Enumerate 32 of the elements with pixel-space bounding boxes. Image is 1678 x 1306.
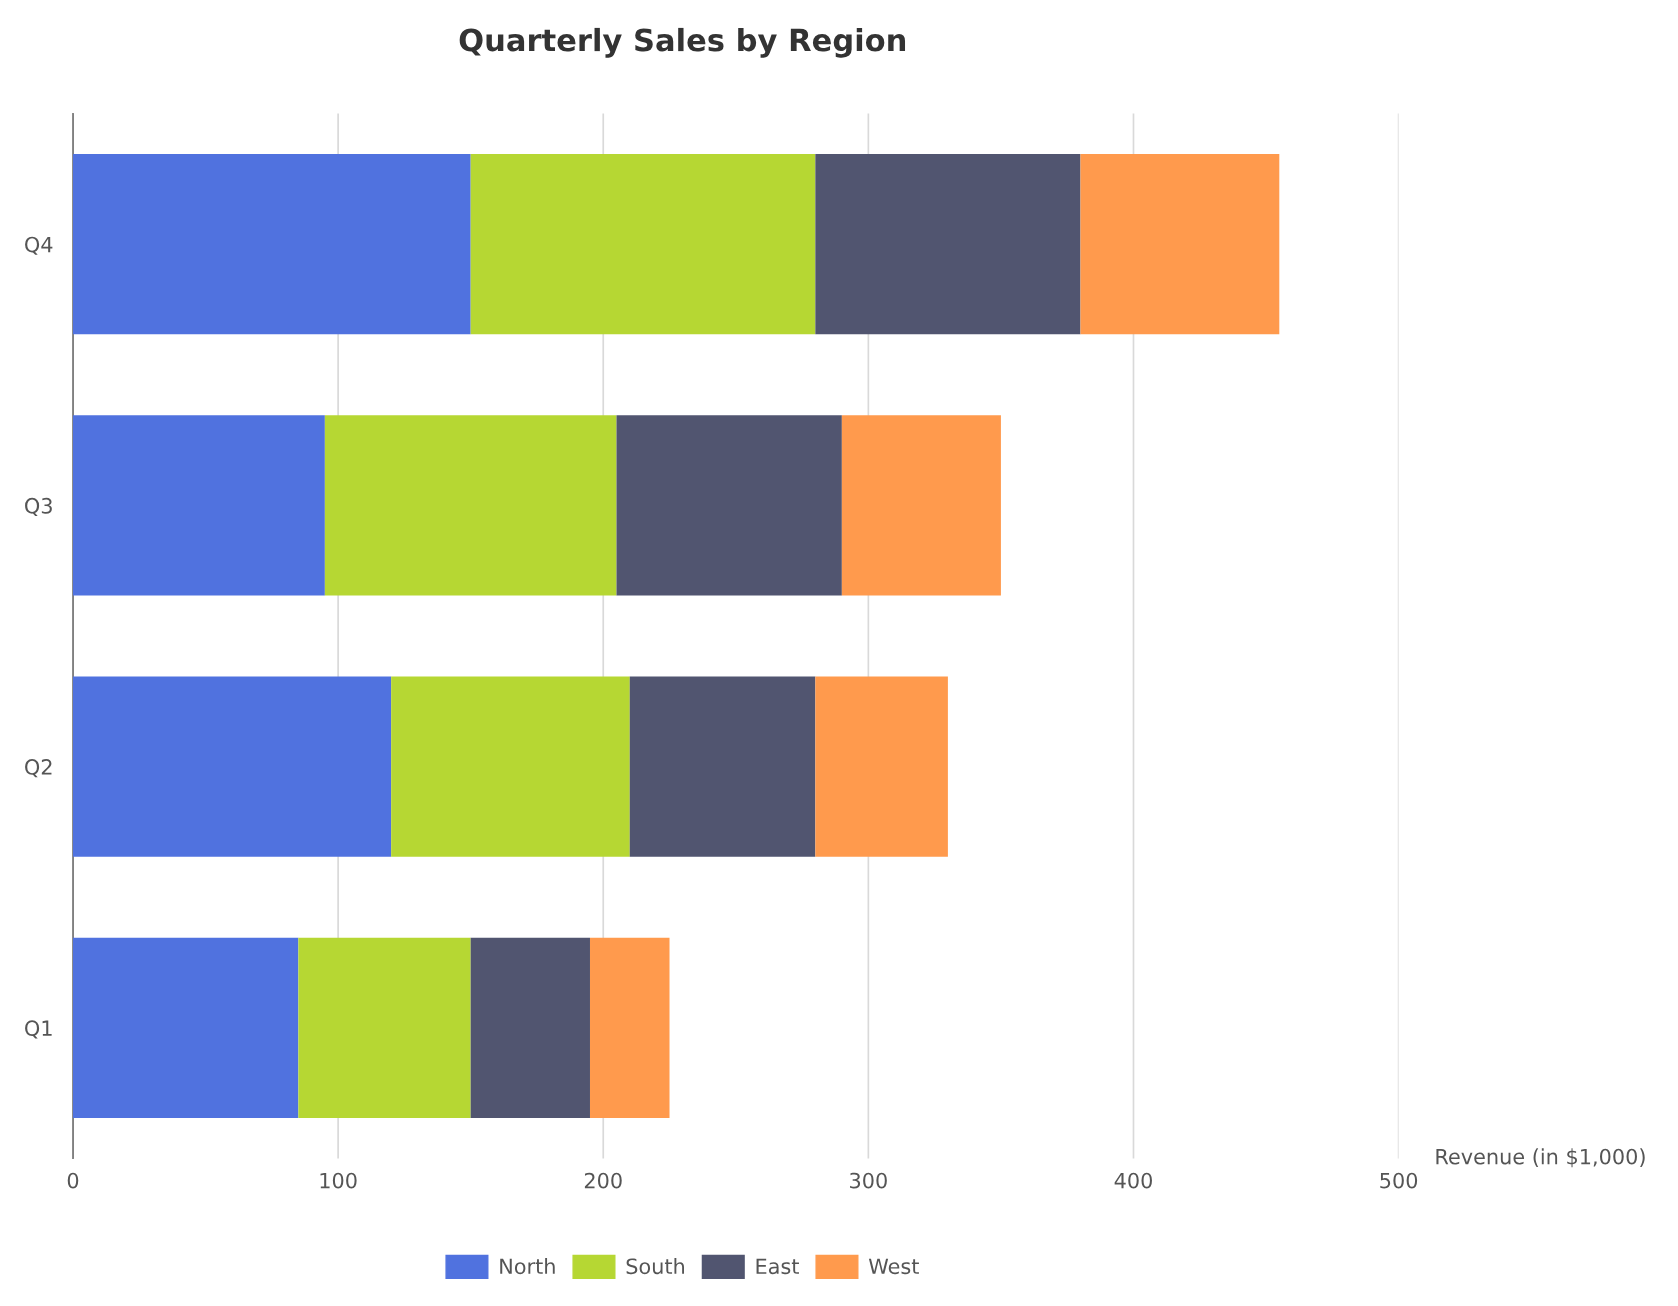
bar [1080, 154, 1280, 335]
bar [72, 937, 299, 1118]
bar [589, 937, 670, 1118]
bar [72, 154, 471, 335]
bar [72, 415, 325, 596]
x-tick-label: 200 [584, 1172, 622, 1189]
bar [470, 937, 590, 1118]
x-axis-title: Revenue (in $1,000) [1436, 1148, 1645, 1168]
x-tick-label: 100 [320, 1172, 357, 1189]
bar [324, 415, 617, 596]
legend-label: South [626, 1258, 684, 1275]
x-tick-label: 500 [1380, 1172, 1418, 1189]
bar [72, 676, 392, 857]
bar [815, 154, 1081, 335]
x-tick-label: 0 [67, 1172, 79, 1189]
bar [815, 676, 948, 857]
y-tick-label: Q4 [25, 236, 53, 255]
bar [629, 676, 816, 857]
y-tick-label: Q1 [25, 1020, 52, 1039]
legend-label: West [868, 1258, 919, 1275]
x-tick-label: 400 [1114, 1172, 1152, 1189]
bar [298, 937, 471, 1118]
bar [616, 415, 842, 596]
bar [841, 415, 1001, 596]
x-tick-label: 300 [850, 1172, 887, 1189]
chart-title: Quarterly Sales by Region [459, 27, 906, 58]
y-tick-label: Q3 [25, 497, 52, 517]
bar [470, 154, 816, 335]
bar [391, 676, 630, 857]
legend-label: North [500, 1258, 555, 1275]
y-tick-label: Q2 [25, 759, 52, 778]
legend-label: East [756, 1258, 799, 1275]
